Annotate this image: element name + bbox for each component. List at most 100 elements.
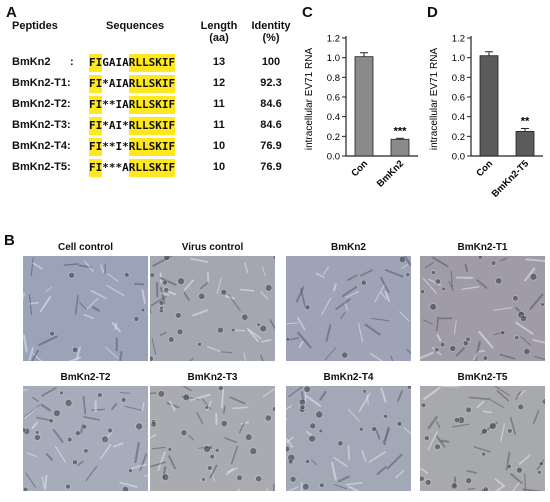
peptide-sequence: FI *AIA RLLSKIF: [89, 75, 176, 93]
micrograph-title: BmKn2-T1: [457, 242, 508, 253]
peptide-name: BmKn2-T2:: [12, 98, 71, 110]
peptide-name: BmKn2-T1:: [12, 77, 71, 89]
table-row: BmKn2: FI GAIA RLLSKIF 13 100: [10, 54, 300, 72]
peptide-sequence: FI **IA RLLSKIF: [89, 96, 176, 114]
header-sequences: Sequences: [106, 20, 165, 32]
y-tick-label: 0.8: [452, 73, 465, 84]
peptide-name: BmKn2: [12, 56, 51, 68]
conserved-segment: FI: [89, 117, 103, 135]
peptide-sequence: FI ***A RLLSKIF: [89, 159, 176, 177]
y-tick-label: 0.6: [327, 93, 340, 104]
y-tick-label: 1.0: [452, 53, 465, 64]
panel-label-a: A: [6, 4, 17, 21]
table-row: BmKn2-T2: FI **IA RLLSKIF 11 84.6: [10, 96, 300, 114]
identity-value: 92.3: [260, 77, 282, 89]
micrograph-image: [23, 256, 148, 361]
micrograph-image: [23, 386, 148, 491]
conserved-segment: FI: [89, 159, 103, 177]
bar: [479, 55, 499, 157]
identity-value: 84.6: [260, 98, 282, 110]
y-tick-label: 1.2: [327, 34, 340, 45]
y-tick-label: 0.8: [327, 73, 340, 84]
micrograph-image: [420, 256, 545, 361]
y-tick-label: 0.0: [452, 152, 465, 163]
peptide-name: BmKn2-T5:: [12, 161, 71, 173]
micrograph-image: [286, 386, 411, 491]
peptide-separator: :: [70, 56, 74, 68]
table-row: BmKn2-T4: FI **I* RLLSKIF 10 76.9: [10, 138, 300, 156]
table-row: BmKn2-T1: FI *AIA RLLSKIF 12 92.3: [10, 75, 300, 93]
panel-label-d: D: [427, 4, 438, 21]
y-axis-label: intracellular EV71 RNA: [429, 48, 440, 151]
micrograph-title: BmKn2-T2: [60, 372, 111, 383]
bar: [390, 138, 410, 157]
micrograph-image: [150, 256, 275, 361]
conserved-segment: RLLSKIF: [128, 159, 176, 177]
category-label: Con: [474, 158, 495, 179]
conserved-segment: FI: [89, 75, 103, 93]
conserved-segment: RLLSKIF: [128, 75, 176, 93]
conserved-segment: FI: [89, 96, 103, 114]
peptide-name: BmKn2-T4:: [12, 140, 71, 152]
conserved-segment: RLLSKIF: [128, 96, 176, 114]
header-length: Length (aa): [195, 20, 243, 44]
header-identity-label: Identity: [251, 20, 291, 32]
y-tick-label: 0.6: [452, 93, 465, 104]
category-label: Con: [349, 158, 370, 179]
category-label: BmKn2-T5: [490, 158, 532, 200]
significance-label: **: [521, 115, 530, 127]
variable-segment: *AIA: [102, 77, 129, 90]
identity-value: 76.9: [260, 140, 282, 152]
y-tick-label: 0.4: [327, 112, 340, 123]
y-tick-label: 0.2: [452, 132, 465, 143]
panel-label-b: B: [4, 232, 15, 249]
y-axis-label: intracellular EV71 RNA: [304, 48, 315, 151]
variable-segment: *AI*: [102, 119, 129, 132]
micrograph-image: [286, 256, 411, 361]
identity-value: 76.9: [260, 161, 282, 173]
chart-panel-c: intracellular EV71 RNA 0.0 0.2 0.4 0.6 0.8 1.0…: [304, 34, 418, 190]
variable-segment: **IA: [102, 98, 129, 111]
variable-segment: **I*: [102, 140, 129, 153]
micrograph-title: BmKn2-T4: [323, 372, 374, 383]
identity-value: 84.6: [260, 119, 282, 131]
micrograph-title: Virus control: [181, 242, 244, 253]
panel-label-c: C: [302, 4, 313, 21]
length-value: 13: [212, 56, 226, 68]
table-row: BmKn2-T5: FI ***A RLLSKIF 10 76.9: [10, 159, 300, 177]
micrograph-title: BmKn2-T3: [187, 372, 238, 383]
micrograph-title: Cell control: [57, 242, 113, 253]
length-value: 10: [212, 161, 226, 173]
y-tick-label: 0.4: [452, 112, 465, 123]
peptide-sequence: FI **I* RLLSKIF: [89, 138, 176, 156]
length-value: 11: [213, 98, 225, 110]
peptide-name: BmKn2-T3:: [12, 119, 71, 131]
header-length-label: Length: [200, 20, 238, 32]
header-identity: Identity (%): [246, 20, 296, 44]
y-tick-label: 1.0: [327, 53, 340, 64]
micrograph-title: BmKn2: [330, 242, 366, 253]
bar: [515, 131, 535, 157]
identity-value: 100: [261, 56, 281, 68]
conserved-segment: RLLSKIF: [128, 117, 176, 135]
micrograph-title: BmKn2-T5: [457, 372, 508, 383]
y-tick-label: 0.0: [327, 152, 340, 163]
header-identity-unit: (%): [262, 32, 280, 44]
conserved-segment: FI: [89, 138, 103, 156]
conserved-segment: RLLSKIF: [128, 138, 176, 156]
peptide-sequence: FI GAIA RLLSKIF: [89, 54, 176, 72]
variable-segment: ***A: [102, 161, 129, 174]
length-value: 11: [213, 119, 225, 131]
table-row: BmKn2-T3: FI *AI* RLLSKIF 11 84.6: [10, 117, 300, 135]
micrograph-image: [420, 386, 545, 491]
conserved-segment: RLLSKIF: [128, 54, 176, 72]
header-peptides: Peptides: [12, 20, 58, 32]
length-value: 10: [212, 140, 226, 152]
significance-label: ***: [394, 125, 408, 137]
variable-segment: GAIA: [102, 56, 129, 69]
chart-panel-d: intracellular EV71 RNA 0.0 0.2 0.4 0.6 0.8 1.0…: [429, 34, 543, 200]
header-length-unit: (aa): [209, 32, 229, 44]
peptide-sequence: FI *AI* RLLSKIF: [89, 117, 176, 135]
category-label: BmKn2: [375, 158, 406, 189]
conserved-segment: FI: [89, 54, 103, 72]
